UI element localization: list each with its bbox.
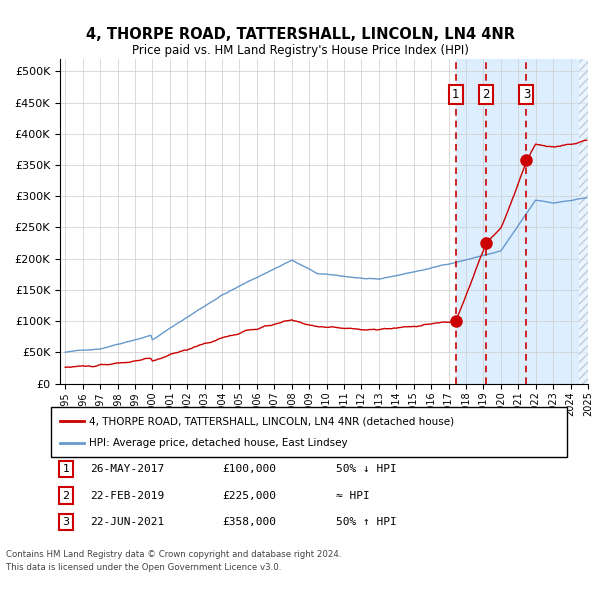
Text: £100,000: £100,000 (222, 464, 276, 474)
Text: 22-JUN-2021: 22-JUN-2021 (90, 517, 164, 527)
Text: Contains HM Land Registry data © Crown copyright and database right 2024.: Contains HM Land Registry data © Crown c… (6, 550, 341, 559)
Text: 2: 2 (62, 491, 70, 500)
Text: 22-FEB-2019: 22-FEB-2019 (90, 491, 164, 500)
Text: HPI: Average price, detached house, East Lindsey: HPI: Average price, detached house, East… (89, 438, 347, 448)
Text: £225,000: £225,000 (222, 491, 276, 500)
Text: 26-MAY-2017: 26-MAY-2017 (90, 464, 164, 474)
Text: 4, THORPE ROAD, TATTERSHALL, LINCOLN, LN4 4NR (detached house): 4, THORPE ROAD, TATTERSHALL, LINCOLN, LN… (89, 416, 454, 426)
Text: 50% ↑ HPI: 50% ↑ HPI (336, 517, 397, 527)
Bar (579, 59, 597, 384)
Text: 1: 1 (62, 464, 70, 474)
Text: 2: 2 (482, 88, 490, 101)
Text: £358,000: £358,000 (222, 517, 276, 527)
Text: Price paid vs. HM Land Registry's House Price Index (HPI): Price paid vs. HM Land Registry's House … (131, 44, 469, 57)
Text: 3: 3 (62, 517, 70, 527)
Text: 50% ↓ HPI: 50% ↓ HPI (336, 464, 397, 474)
Text: 3: 3 (523, 88, 530, 101)
Bar (579, 59, 597, 384)
Text: ≈ HPI: ≈ HPI (336, 491, 370, 500)
Bar (455, 59, 597, 384)
Text: 1: 1 (452, 88, 460, 101)
Text: This data is licensed under the Open Government Licence v3.0.: This data is licensed under the Open Gov… (6, 563, 281, 572)
Text: 4, THORPE ROAD, TATTERSHALL, LINCOLN, LN4 4NR: 4, THORPE ROAD, TATTERSHALL, LINCOLN, LN… (86, 27, 515, 41)
